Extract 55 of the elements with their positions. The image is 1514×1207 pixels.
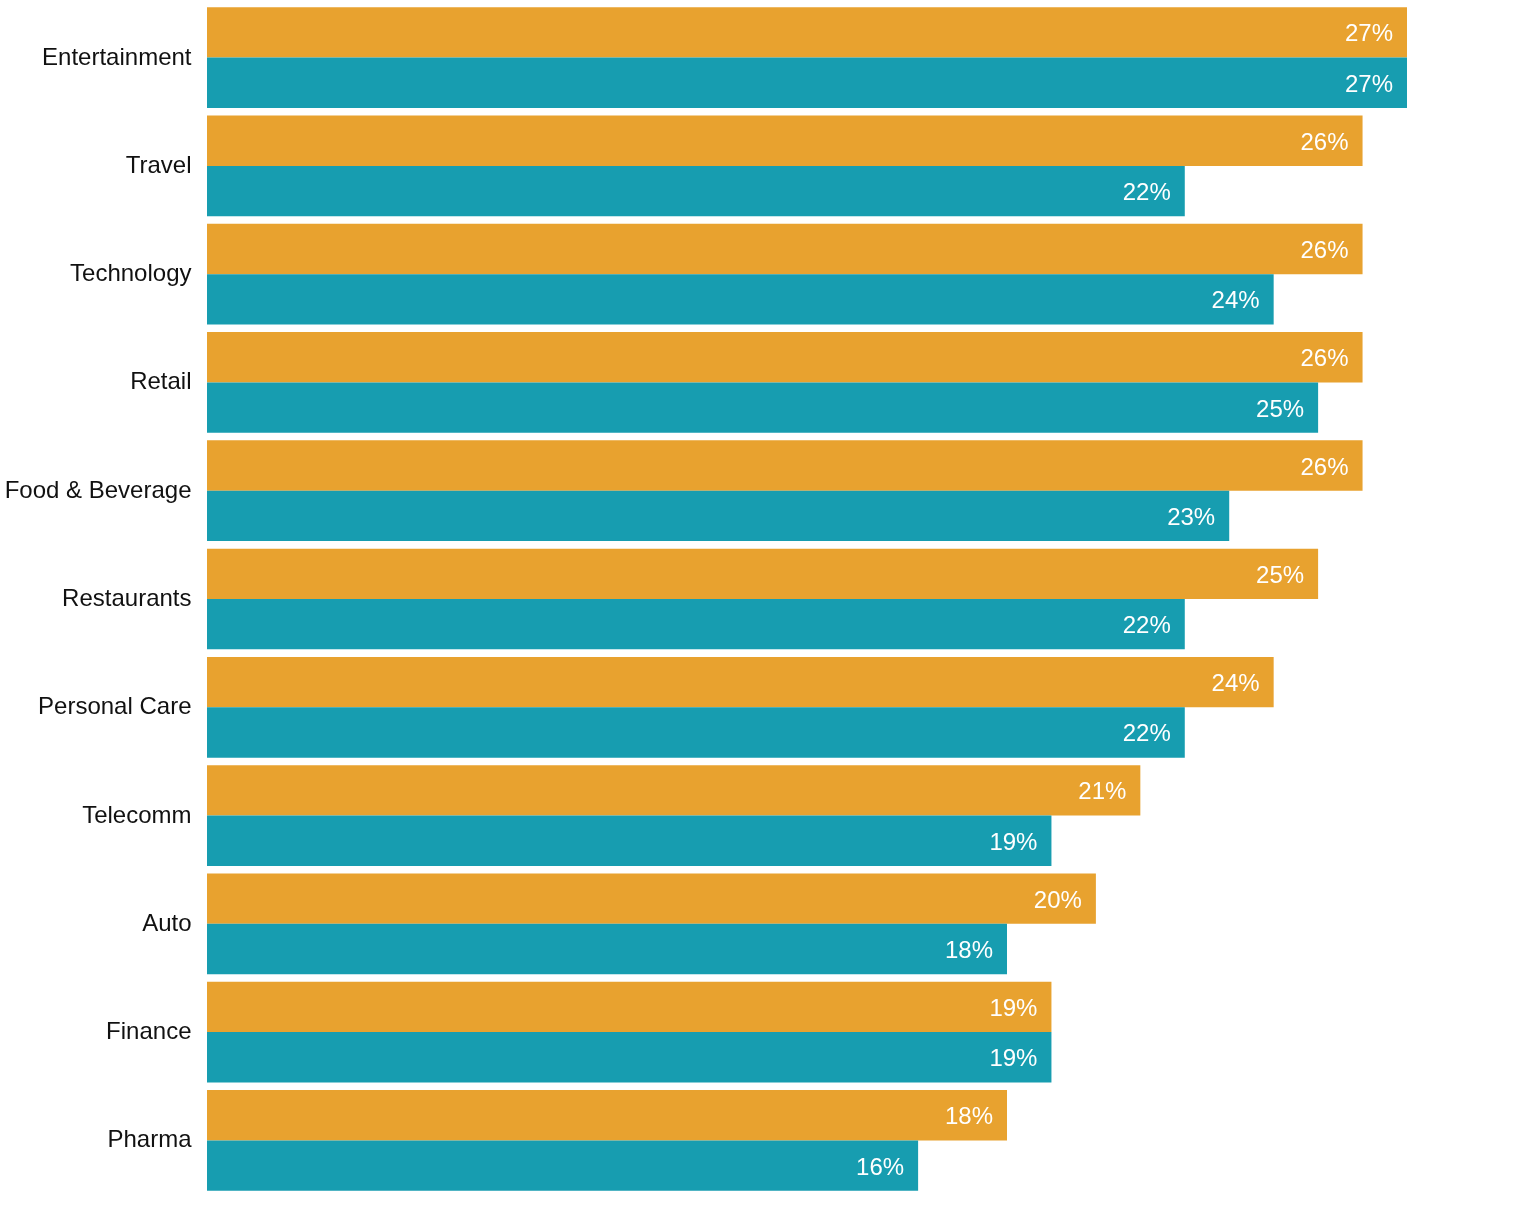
data-label: 18% bbox=[944, 1102, 993, 1130]
data-label: 22% bbox=[1122, 611, 1171, 639]
data-label: 25% bbox=[1256, 560, 1305, 588]
data-label: 22% bbox=[1122, 178, 1171, 206]
data-label: 26% bbox=[1300, 452, 1349, 480]
data-label: 16% bbox=[856, 1152, 905, 1180]
data-label: 22% bbox=[1122, 719, 1171, 747]
bar bbox=[207, 923, 1007, 975]
data-label: 26% bbox=[1300, 127, 1349, 155]
bar bbox=[207, 1032, 1052, 1083]
data-label: 26% bbox=[1300, 344, 1349, 372]
data-label: 19% bbox=[989, 993, 1038, 1021]
bar bbox=[207, 57, 1407, 108]
bar bbox=[207, 332, 1363, 383]
y-tick-label: Retail bbox=[130, 367, 192, 395]
bar bbox=[207, 490, 1230, 542]
data-label: 25% bbox=[1256, 394, 1305, 422]
data-label: 27% bbox=[1344, 69, 1393, 97]
bar bbox=[207, 165, 1185, 217]
data-label: 19% bbox=[989, 1044, 1038, 1072]
bar bbox=[207, 440, 1363, 491]
bar bbox=[207, 548, 1319, 599]
bar bbox=[207, 981, 1052, 1033]
data-label: 18% bbox=[944, 936, 993, 964]
bar bbox=[207, 223, 1363, 275]
bar bbox=[207, 707, 1185, 758]
y-tick-label: Travel bbox=[125, 150, 192, 178]
data-label: 23% bbox=[1167, 502, 1216, 530]
data-label: 24% bbox=[1211, 669, 1260, 697]
bar bbox=[207, 599, 1185, 650]
y-tick-label: Personal Care bbox=[38, 692, 192, 720]
bar bbox=[207, 873, 1096, 924]
data-label: 20% bbox=[1033, 885, 1082, 913]
y-tick-label: Restaurants bbox=[62, 584, 192, 611]
y-tick-label: Finance bbox=[106, 1017, 192, 1045]
bar bbox=[207, 382, 1319, 433]
data-label: 19% bbox=[989, 827, 1038, 855]
y-tick-label: Auto bbox=[142, 908, 192, 936]
bar bbox=[207, 274, 1274, 325]
bar bbox=[207, 1140, 919, 1191]
data-label: 26% bbox=[1300, 235, 1349, 263]
y-tick-label: Technology bbox=[70, 259, 192, 287]
bar bbox=[207, 7, 1407, 58]
bar bbox=[207, 656, 1274, 708]
y-tick-label: Entertainment bbox=[42, 42, 192, 70]
y-tick-label: Pharma bbox=[107, 1125, 193, 1153]
data-label: 24% bbox=[1211, 286, 1260, 314]
data-label: 21% bbox=[1078, 777, 1127, 805]
bar bbox=[207, 815, 1052, 866]
y-tick-label: Telecomm bbox=[82, 800, 192, 828]
bar bbox=[207, 1090, 1007, 1141]
bar bbox=[207, 115, 1363, 166]
data-label: 27% bbox=[1344, 19, 1393, 47]
y-tick-label: Food & Beverage bbox=[4, 475, 192, 503]
bar bbox=[207, 765, 1141, 816]
